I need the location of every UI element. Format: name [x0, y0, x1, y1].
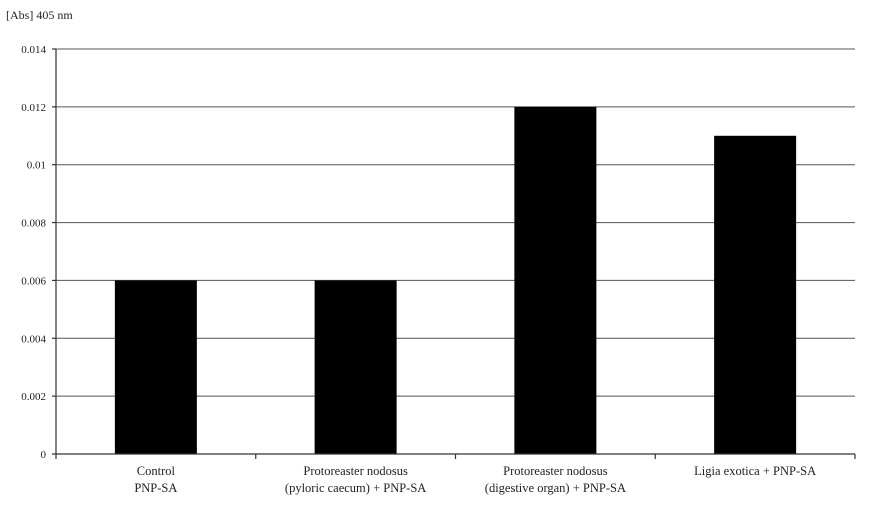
y-tick-label: 0.01	[27, 160, 46, 172]
x-category-label: Protoreaster nodosus	[503, 464, 608, 478]
x-category-label: Control	[137, 464, 176, 478]
y-tick-label: 0.006	[21, 275, 46, 287]
x-category-label: Protoreaster nodosus	[303, 464, 408, 478]
x-category-label: (digestive organ) + PNP-SA	[485, 481, 626, 495]
y-tick-label: 0.002	[21, 391, 46, 403]
bar	[714, 135, 797, 455]
y-unit-label: [Abs] 405 nm	[6, 8, 73, 22]
y-tick-label: 0.004	[21, 333, 46, 345]
x-category-label: Ligia exotica + PNP-SA	[694, 464, 816, 478]
x-category-label: PNP-SA	[134, 481, 177, 495]
y-tick-label: 0.008	[21, 218, 46, 230]
y-tick-label: 0	[41, 449, 47, 461]
y-tick-label: 0.014	[21, 44, 46, 56]
bars	[114, 106, 797, 455]
bar	[314, 280, 397, 454]
bar	[114, 280, 197, 454]
x-category-label: (pyloric caecum) + PNP-SA	[285, 481, 426, 495]
y-axis-ticks: 0 0.002 0.004 0.006 0.008 0.01 0.012 0.014	[21, 44, 56, 461]
bar	[514, 106, 597, 454]
y-tick-label: 0.012	[21, 102, 46, 114]
x-axis-labels: Control PNP-SA Protoreaster nodosus (pylori…	[55, 454, 856, 495]
